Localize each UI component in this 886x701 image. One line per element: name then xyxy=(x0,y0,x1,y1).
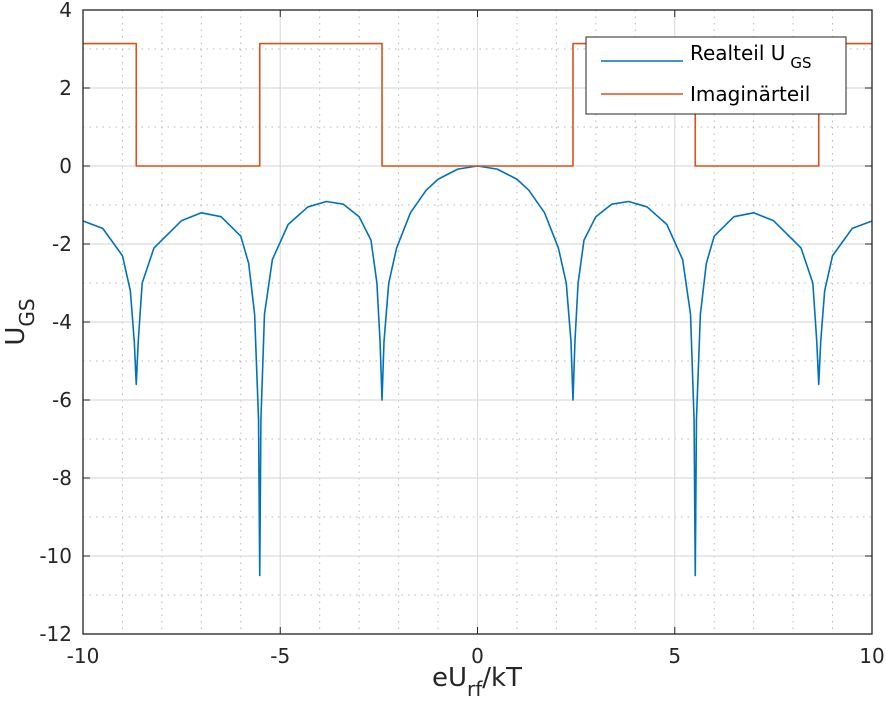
y-tick-label: -8 xyxy=(52,466,72,490)
y-tick-label: 4 xyxy=(59,0,72,22)
x-axis-label: eUrf/kT xyxy=(432,663,522,701)
x-axis-label-rest: /kT xyxy=(482,663,522,693)
x-tick-label: 5 xyxy=(668,644,681,668)
y-tick-label: 0 xyxy=(59,154,72,178)
y-tick-label: -2 xyxy=(52,232,72,256)
y-tick-labels: -12 -10 -8 -6 -4 -2 0 2 4 xyxy=(39,0,72,646)
y-axis-label: UGS xyxy=(1,298,39,345)
legend: Realteil U GS Imaginärteil xyxy=(585,36,847,115)
x-tick-label: -5 xyxy=(270,644,290,668)
tick-marks xyxy=(82,9,873,635)
y-tick-label: -4 xyxy=(52,310,72,334)
y-axis-label-sub: GS xyxy=(15,298,39,326)
x-tick-label: 10 xyxy=(859,644,884,668)
x-axis-label-main: eU xyxy=(432,663,467,693)
legend-label-real-main: Realteil U xyxy=(690,41,785,65)
series-layer xyxy=(82,42,873,577)
legend-label-real: Realteil U GS xyxy=(690,41,812,72)
legend-label-real-sub: GS xyxy=(790,54,811,72)
x-axis-label-sub: rf xyxy=(467,677,483,701)
y-axis-label-main: U xyxy=(1,327,31,346)
legend-label-imag: Imaginärteil xyxy=(690,82,810,106)
series-line-imag xyxy=(83,42,872,167)
y-tick-label: -12 xyxy=(39,622,72,646)
x-tick-labels: -10 -5 0 5 10 xyxy=(67,644,885,668)
y-tick-label: -10 xyxy=(39,544,72,568)
x-tick-label: -10 xyxy=(67,644,100,668)
y-tick-label: -6 xyxy=(52,388,72,412)
legend-box xyxy=(585,36,847,115)
x-tick-label: 0 xyxy=(471,644,484,668)
y-tick-label: 2 xyxy=(59,76,72,100)
